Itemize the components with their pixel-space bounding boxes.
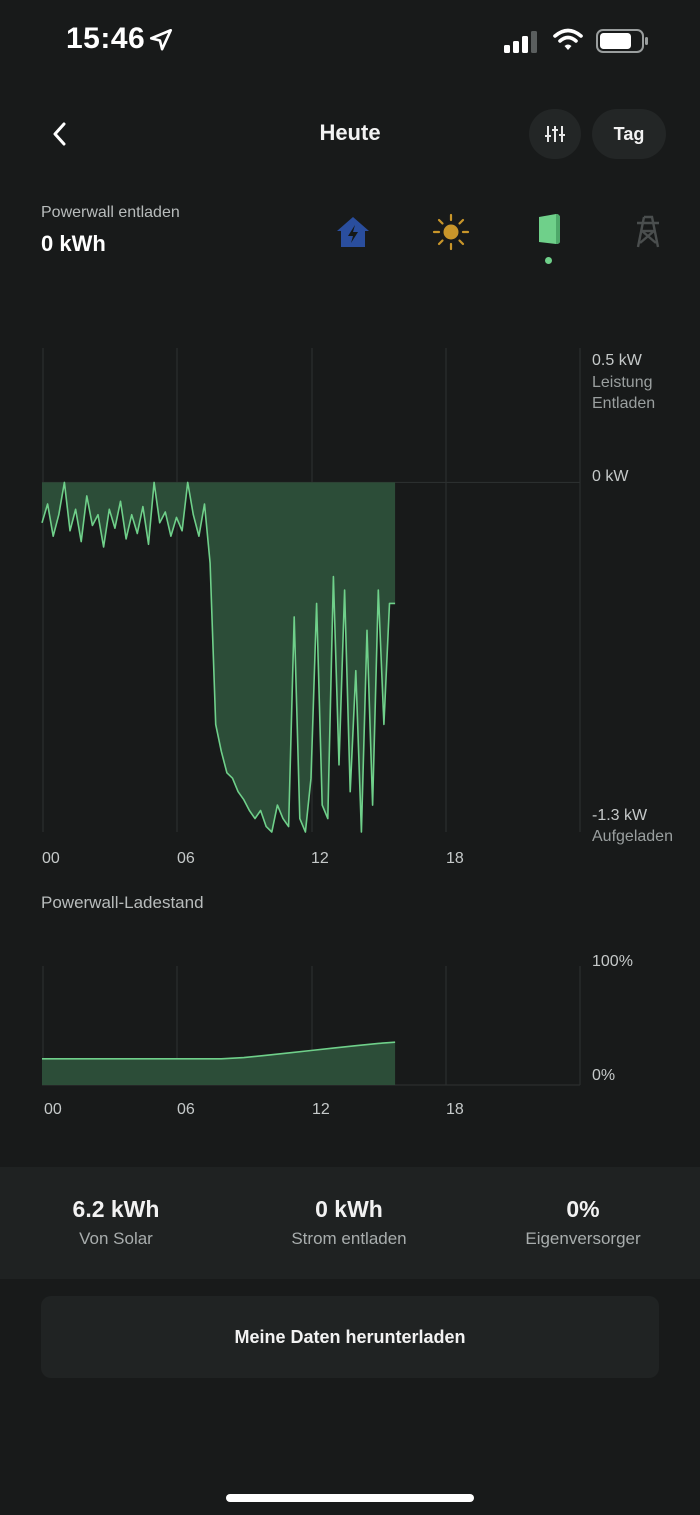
- soc-area-fill: [42, 1042, 396, 1085]
- soc-chart-title: Powerwall-Ladestand: [41, 893, 204, 912]
- battery-icon: [596, 29, 648, 53]
- download-data-button[interactable]: Meine Daten herunterladen: [41, 1296, 659, 1378]
- metric-value: 0 kWh: [41, 231, 106, 256]
- power-area-fill: [42, 482, 396, 832]
- home-indicator[interactable]: [226, 1494, 474, 1502]
- power-ytick-bottom-caption: Aufgeladen: [592, 828, 673, 845]
- cellular-signal-icon: [504, 31, 537, 53]
- home-icon: [337, 217, 369, 247]
- stat-discharged: 0 kWh Strom entladen: [249, 1196, 449, 1249]
- sliders-icon: [545, 126, 565, 142]
- powerwall-source-button[interactable]: [524, 204, 574, 254]
- grid-tower-icon: [636, 215, 660, 248]
- stat-self-powered-label: Eigenversorger: [525, 1229, 641, 1248]
- stats-panel: [0, 1167, 700, 1279]
- power-ytick-zero: 0 kW: [592, 468, 629, 485]
- power-ytick-bottom: -1.3 kW: [592, 807, 648, 824]
- metric-label: Powerwall entladen: [41, 204, 180, 221]
- chevron-left-icon: [53, 122, 66, 146]
- sun-icon: [432, 213, 470, 251]
- stat-self-powered: 0% Eigenversorger: [483, 1196, 683, 1249]
- power-series-line: [41, 481, 396, 833]
- location-arrow-icon: [149, 28, 173, 51]
- power-xtick-12: 12: [311, 850, 329, 867]
- soc-xtick-18: 18: [446, 1101, 464, 1118]
- soc-xtick-00: 00: [44, 1101, 62, 1118]
- soc-xtick-06: 06: [177, 1101, 195, 1118]
- stat-solar: 6.2 kWh Von Solar: [16, 1196, 216, 1249]
- status-time: 15:46: [66, 22, 146, 55]
- wifi-icon: [553, 28, 583, 50]
- stat-discharged-label: Strom entladen: [291, 1229, 407, 1248]
- power-xtick-00: 00: [42, 850, 60, 867]
- soc-chart: 100% 0% 00 06 12 18: [42, 953, 633, 1118]
- solar-source-button[interactable]: [426, 207, 476, 257]
- power-xtick-18: 18: [446, 850, 464, 867]
- period-selector-button[interactable]: Tag: [592, 109, 666, 159]
- stat-solar-label: Von Solar: [79, 1229, 153, 1248]
- powerwall-icon: [539, 214, 560, 244]
- power-ytick-top: 0.5 kW: [592, 352, 643, 369]
- back-button[interactable]: [40, 114, 80, 154]
- active-source-indicator: [545, 257, 552, 264]
- soc-ytick-top: 100%: [592, 953, 633, 970]
- filter-button[interactable]: [529, 109, 581, 159]
- soc-ytick-bottom: 0%: [592, 1067, 615, 1084]
- power-ytick-top-caption-1: Leistung: [592, 374, 653, 391]
- grid-source-button[interactable]: [623, 206, 673, 256]
- power-xtick-06: 06: [177, 850, 195, 867]
- power-ytick-top-caption-2: Entladen: [592, 395, 655, 412]
- soc-xtick-12: 12: [312, 1101, 330, 1118]
- home-source-button[interactable]: [328, 207, 378, 257]
- power-chart: 0.5 kW Leistung Entladen 0 kW -1.3 kW Au…: [41, 348, 673, 867]
- stat-discharged-value: 0 kWh: [315, 1196, 383, 1222]
- stat-self-powered-value: 0%: [566, 1196, 600, 1222]
- soc-series-line: [42, 1041, 396, 1060]
- stat-solar-value: 6.2 kWh: [72, 1196, 160, 1222]
